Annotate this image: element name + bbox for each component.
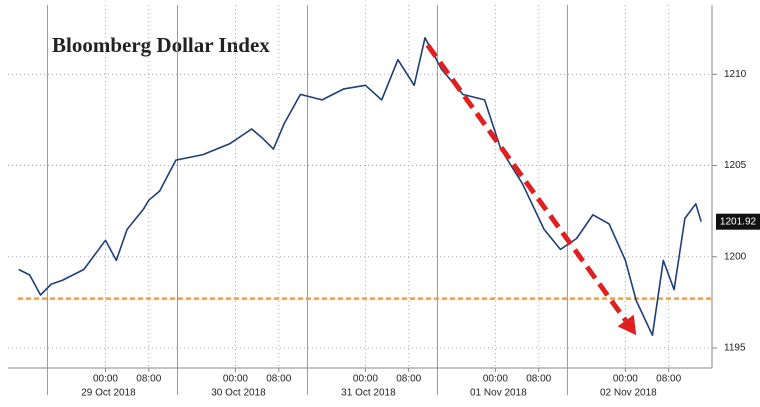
x-tick-label: 08:00	[136, 374, 161, 385]
x-tick-label: 00:00	[93, 374, 118, 385]
x-tick-label: 08:00	[396, 374, 421, 385]
x-tick-label: 00:00	[223, 374, 248, 385]
x-tick-label: 08:00	[266, 374, 291, 385]
y-tick-label: 1205	[724, 160, 747, 171]
last-value-label: 1201.92	[720, 216, 757, 227]
x-tick-label: 00:00	[353, 374, 378, 385]
y-tick-label: 1200	[724, 251, 747, 262]
arrow-head	[617, 314, 637, 336]
x-tick-label: 08:00	[526, 374, 551, 385]
x-date-label: 29 Oct 2018	[81, 388, 136, 399]
last-value-box	[716, 213, 760, 230]
x-date-label: 01 Nov 2018	[470, 388, 527, 399]
x-tick-label: 00:00	[483, 374, 508, 385]
price-line	[18, 37, 702, 336]
y-tick-label: 1210	[724, 69, 747, 80]
x-date-label: 31 Oct 2018	[341, 388, 396, 399]
x-tick-label: 00:00	[613, 374, 638, 385]
x-date-label: 30 Oct 2018	[211, 388, 266, 399]
chart-title: Bloomberg Dollar Index	[52, 33, 270, 57]
x-date-label: 02 Nov 2018	[600, 388, 657, 399]
trend-arrow	[425, 43, 628, 323]
y-tick-label: 1195	[724, 343, 746, 354]
x-tick-label: 08:00	[656, 374, 681, 385]
